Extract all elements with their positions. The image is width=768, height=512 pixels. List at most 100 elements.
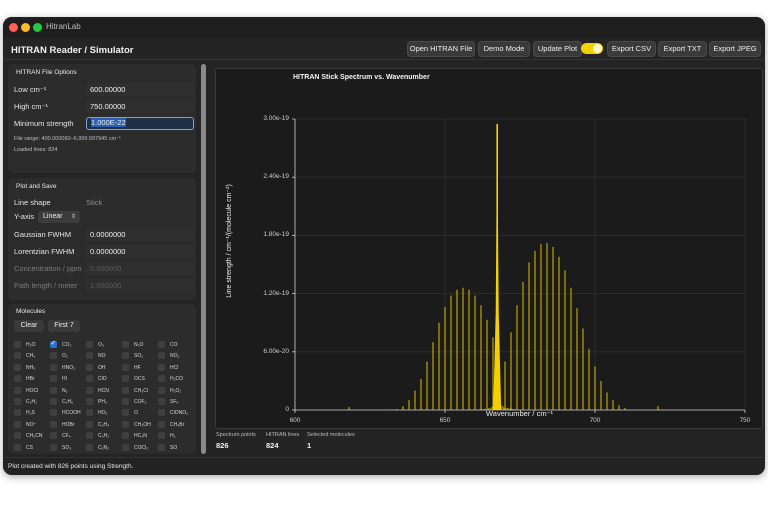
settings-scrollbar[interactable]: [201, 64, 206, 454]
demo-mode-button[interactable]: Demo Mode: [478, 41, 530, 57]
molecule-checkbox-item[interactable]: O₂: [50, 352, 84, 360]
checkbox-icon[interactable]: [50, 375, 57, 383]
minimum-strength-input[interactable]: 1.000E-22: [86, 117, 194, 130]
y-axis-select[interactable]: Linear ⇕: [38, 211, 80, 223]
checkbox-icon[interactable]: [14, 352, 21, 360]
checkbox-icon[interactable]: [50, 409, 57, 417]
checkbox-icon[interactable]: [50, 432, 57, 440]
molecule-checkbox-item[interactable]: CH₃Cl: [122, 386, 156, 395]
molecule-checkbox-item[interactable]: HCOOH: [50, 409, 84, 417]
molecule-checkbox-item[interactable]: CO₂: [50, 339, 84, 349]
molecule-checkbox-item[interactable]: OH: [86, 363, 120, 372]
clear-molecules-button[interactable]: Clear: [14, 320, 44, 332]
molecule-checkbox-item[interactable]: OCS: [122, 375, 156, 383]
export-jpeg-button[interactable]: Export JPEG: [709, 41, 761, 57]
molecule-checkbox-item[interactable]: NH₃: [14, 363, 48, 372]
lorentzian-fwhm-input[interactable]: 0.0000000: [86, 245, 193, 258]
molecule-checkbox-item[interactable]: C₂H₄: [86, 420, 120, 429]
close-window-button[interactable]: [9, 23, 18, 32]
checkbox-icon[interactable]: [50, 352, 57, 360]
molecule-checkbox-item[interactable]: COCl₂: [122, 443, 156, 452]
molecule-checkbox-item[interactable]: CS: [14, 443, 48, 452]
checkbox-icon[interactable]: [122, 341, 129, 348]
checkbox-icon[interactable]: [158, 409, 165, 417]
update-plot-button[interactable]: Update Plot: [533, 41, 582, 57]
molecule-checkbox-item[interactable]: HNO₃: [50, 363, 84, 372]
molecule-checkbox-item[interactable]: SO: [158, 443, 192, 452]
molecule-checkbox-item[interactable]: H₂S: [14, 409, 48, 417]
checkbox-icon[interactable]: [122, 363, 129, 371]
path-length-input[interactable]: 1.000000: [86, 279, 193, 292]
molecule-checkbox-item[interactable]: CF₄: [50, 432, 84, 440]
molecule-checkbox-item[interactable]: SO₃: [50, 443, 84, 452]
checkbox-icon[interactable]: [14, 432, 21, 440]
checkbox-icon[interactable]: [86, 341, 93, 348]
checkbox-icon[interactable]: [86, 363, 93, 371]
molecule-checkbox-item[interactable]: HO₂: [86, 409, 120, 417]
checkbox-icon[interactable]: [158, 352, 165, 360]
checkbox-icon[interactable]: [86, 386, 93, 394]
checkbox-icon[interactable]: [14, 420, 21, 428]
checkbox-icon[interactable]: [50, 363, 57, 371]
checkbox-icon[interactable]: [158, 375, 165, 383]
checkbox-icon[interactable]: [50, 398, 57, 405]
checkbox-icon[interactable]: [14, 409, 21, 417]
molecule-checkbox-item[interactable]: HCN: [86, 386, 120, 395]
molecule-checkbox-item[interactable]: ClONO₂: [158, 409, 192, 417]
molecule-checkbox-item[interactable]: H₂CO: [158, 375, 192, 383]
checkbox-icon[interactable]: [158, 398, 165, 405]
checkbox-icon[interactable]: [86, 420, 93, 428]
checkbox-icon[interactable]: [122, 352, 129, 360]
auto-update-toggle[interactable]: [581, 43, 603, 54]
checkbox-icon[interactable]: [86, 375, 93, 383]
checkbox-icon[interactable]: [50, 386, 57, 394]
scrollbar-thumb[interactable]: [201, 64, 206, 454]
molecule-checkbox-item[interactable]: NO: [86, 352, 120, 360]
molecule-checkbox-item[interactable]: CH₃CN: [14, 432, 48, 440]
checkbox-icon[interactable]: [86, 398, 93, 405]
checkbox-icon[interactable]: [86, 352, 93, 360]
molecule-checkbox-item[interactable]: SF₆: [158, 398, 192, 406]
checkbox-icon[interactable]: [158, 341, 165, 348]
molecule-checkbox-item[interactable]: C₂N₂: [86, 443, 120, 452]
concentration-input[interactable]: 0.000000: [86, 262, 193, 275]
high-cm-input[interactable]: 750.00000: [86, 100, 193, 113]
molecule-checkbox-item[interactable]: C₂H₆: [50, 398, 84, 406]
molecule-checkbox-item[interactable]: N₂O: [122, 341, 156, 349]
molecule-checkbox-item[interactable]: C₄H₂: [86, 432, 120, 440]
minimize-window-button[interactable]: [21, 23, 30, 32]
checkbox-icon[interactable]: [14, 386, 21, 394]
checkbox-icon[interactable]: [122, 432, 129, 440]
molecule-checkbox-item[interactable]: O: [122, 409, 156, 417]
molecule-checkbox-item[interactable]: CH₄: [14, 352, 48, 360]
molecule-checkbox-item[interactable]: CH₃OH: [122, 420, 156, 429]
molecule-checkbox-item[interactable]: N₂: [50, 386, 84, 395]
molecule-checkbox-item[interactable]: HBr: [14, 375, 48, 383]
checkbox-icon[interactable]: [158, 386, 165, 394]
checkbox-icon[interactable]: [122, 443, 129, 451]
molecule-checkbox-item[interactable]: ClO: [86, 375, 120, 383]
molecule-checkbox-item[interactable]: SO₂: [122, 352, 156, 360]
molecule-checkbox-item[interactable]: HI: [50, 375, 84, 383]
molecule-checkbox-item[interactable]: COF₂: [122, 398, 156, 406]
checkbox-icon[interactable]: [86, 409, 93, 417]
checkbox-icon[interactable]: [122, 398, 129, 405]
molecule-checkbox-item[interactable]: CO: [158, 341, 192, 349]
molecule-checkbox-item[interactable]: C₂H₂: [14, 398, 48, 406]
molecule-checkbox-item[interactable]: HC₃N: [122, 432, 156, 440]
checkbox-icon[interactable]: [14, 341, 21, 348]
molecule-checkbox-item[interactable]: PH₃: [86, 398, 120, 406]
checkbox-icon[interactable]: [122, 420, 129, 428]
checkbox-icon[interactable]: [14, 443, 21, 451]
export-csv-button[interactable]: Export CSV: [607, 41, 656, 57]
molecule-checkbox-item[interactable]: H₂: [158, 432, 192, 440]
zoom-window-button[interactable]: [33, 23, 42, 32]
checkbox-icon[interactable]: [14, 363, 21, 371]
export-txt-button[interactable]: Export TXT: [658, 41, 707, 57]
molecule-checkbox-item[interactable]: H₂O₂: [158, 386, 192, 395]
checkbox-icon[interactable]: [158, 443, 165, 451]
checkbox-icon[interactable]: [14, 375, 21, 383]
checkbox-icon[interactable]: [86, 432, 93, 440]
molecule-checkbox-item[interactable]: O₃: [86, 341, 120, 349]
open-hitran-file-button[interactable]: Open HITRAN File: [407, 41, 475, 57]
